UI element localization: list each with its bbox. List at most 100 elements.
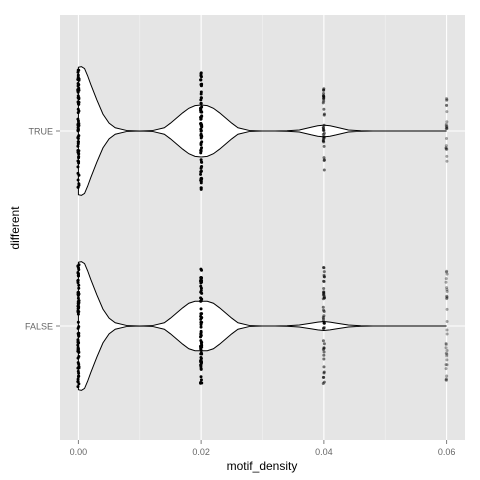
data-point — [77, 382, 81, 386]
data-point — [199, 181, 203, 185]
data-point — [322, 131, 326, 135]
data-point — [322, 140, 326, 144]
x-tick-label: 0.06 — [438, 447, 456, 457]
data-point — [199, 286, 203, 290]
x-tick-label: 0.04 — [315, 447, 333, 457]
data-point — [444, 144, 448, 148]
data-point — [445, 103, 449, 107]
data-point — [76, 90, 80, 94]
data-point — [77, 123, 81, 127]
data-point — [321, 348, 325, 352]
data-point — [199, 129, 203, 133]
violin-true — [77, 66, 447, 196]
data-point — [77, 83, 81, 87]
data-point — [445, 378, 448, 382]
data-point — [321, 315, 325, 319]
data-point — [322, 319, 326, 323]
data-point — [445, 98, 449, 102]
data-point — [199, 158, 203, 162]
data-point — [199, 122, 203, 126]
data-point — [322, 353, 326, 357]
data-point — [322, 286, 326, 290]
data-point — [444, 147, 448, 151]
data-point — [199, 378, 203, 382]
x-tick-label: 0.00 — [70, 447, 88, 457]
data-point — [445, 295, 449, 299]
data-point — [444, 351, 448, 355]
data-point — [445, 320, 449, 324]
data-point — [199, 74, 203, 78]
data-point — [445, 159, 449, 163]
data-point — [77, 362, 81, 366]
data-point — [321, 326, 325, 330]
data-point — [322, 99, 326, 103]
data-point — [444, 342, 448, 346]
data-point — [76, 126, 80, 130]
data-point — [77, 333, 81, 337]
data-point — [322, 88, 326, 92]
data-point — [77, 350, 81, 354]
data-point — [200, 352, 204, 356]
data-point — [76, 77, 80, 81]
data-point — [322, 294, 326, 298]
data-point — [200, 114, 204, 118]
data-point — [77, 299, 81, 303]
data-point — [199, 169, 203, 173]
data-point — [322, 107, 326, 111]
violins — [77, 66, 447, 391]
data-point — [321, 137, 325, 141]
data-point — [444, 343, 448, 347]
data-point — [199, 151, 203, 155]
data-point — [200, 268, 204, 272]
data-point — [445, 328, 449, 332]
data-point — [199, 143, 203, 147]
data-point — [76, 312, 80, 316]
data-point — [76, 296, 80, 300]
data-point — [445, 348, 449, 352]
data-point — [77, 268, 81, 272]
data-point — [77, 371, 81, 375]
data-point — [445, 294, 449, 298]
data-point — [444, 270, 448, 274]
data-point — [445, 286, 449, 290]
data-point — [77, 366, 81, 370]
data-point — [445, 272, 449, 276]
data-point — [77, 306, 81, 310]
data-point — [444, 280, 448, 284]
data-point — [445, 269, 449, 273]
data-point — [322, 380, 326, 384]
data-point — [199, 98, 203, 102]
data-point — [445, 126, 449, 130]
data-point — [199, 127, 203, 131]
data-point — [199, 317, 203, 321]
data-point — [76, 320, 80, 324]
data-point — [444, 363, 448, 367]
data-point — [77, 152, 81, 156]
data-point — [199, 341, 203, 345]
data-point — [445, 97, 449, 100]
data-point — [445, 358, 449, 362]
data-point — [77, 109, 81, 113]
data-point — [199, 359, 203, 363]
data-point — [322, 168, 326, 172]
data-point — [199, 299, 203, 303]
data-point — [445, 124, 449, 128]
data-point — [76, 377, 80, 381]
data-point — [76, 185, 80, 189]
x-axis-title: motif_density — [227, 459, 298, 473]
data-point — [199, 177, 203, 181]
data-point — [76, 165, 80, 169]
data-point — [76, 380, 80, 384]
data-point — [444, 124, 448, 128]
y-tick-label: FALSE — [25, 322, 53, 332]
data-point — [322, 290, 326, 294]
data-point — [76, 117, 80, 121]
data-point — [445, 103, 449, 107]
data-point — [199, 323, 203, 327]
violin-false — [77, 261, 447, 391]
data-point — [199, 357, 203, 361]
data-point — [77, 286, 81, 290]
y-tick-label: TRUE — [29, 127, 54, 137]
data-point — [322, 95, 326, 99]
data-point — [199, 165, 203, 169]
